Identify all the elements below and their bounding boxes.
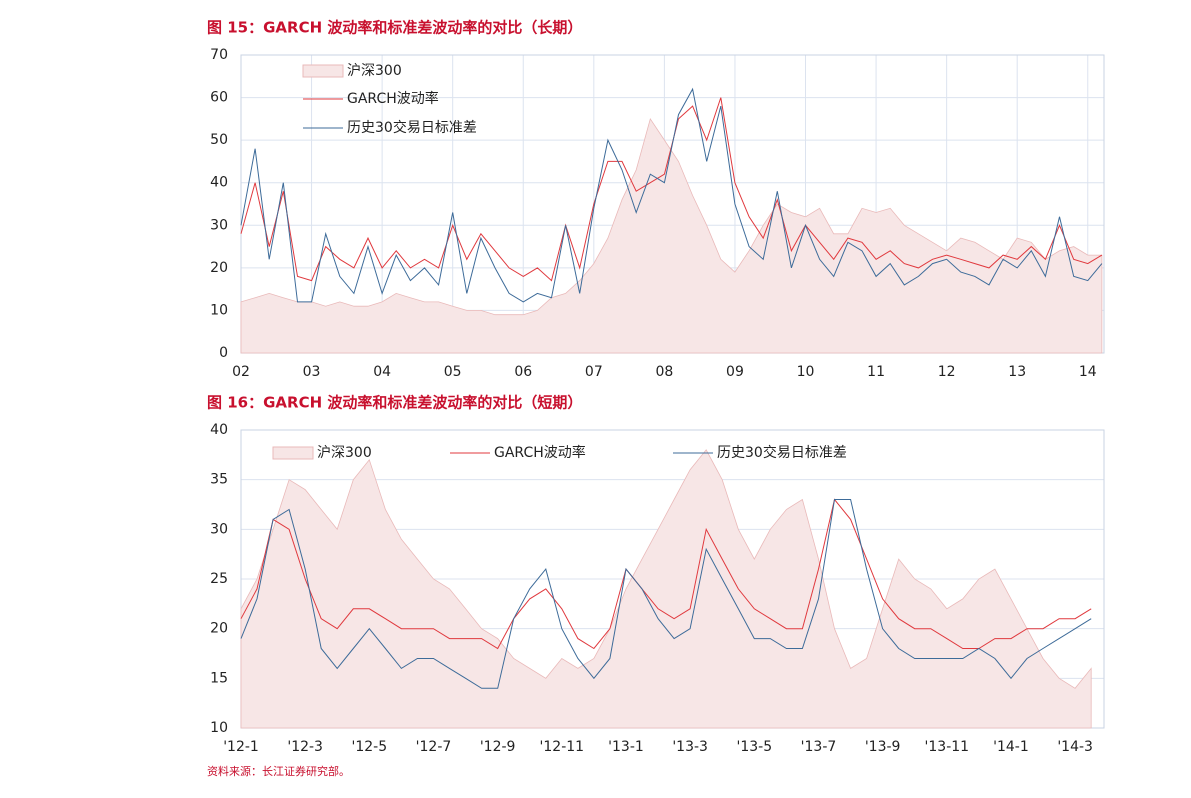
y-tick-label: 15 xyxy=(210,670,228,686)
legend-label: 历史30交易日标准差 xyxy=(347,119,477,136)
x-tick-label: '13-7 xyxy=(801,739,837,755)
x-tick-label: 12 xyxy=(938,364,956,380)
x-tick-label: 07 xyxy=(585,364,603,380)
y-tick-label: 30 xyxy=(210,217,228,233)
legend-label: 历史30交易日标准差 xyxy=(717,444,847,461)
legend-label: GARCH波动率 xyxy=(347,90,439,107)
legend-label: GARCH波动率 xyxy=(494,444,586,461)
x-tick-label: 08 xyxy=(655,364,673,380)
x-tick-label: 10 xyxy=(797,364,815,380)
area xyxy=(240,117,1103,354)
y-tick-label: 40 xyxy=(210,422,228,438)
y-tick-label: 20 xyxy=(210,621,228,637)
x-tick-label: '13-1 xyxy=(608,739,644,755)
line xyxy=(240,498,1092,650)
area xyxy=(240,449,1092,729)
x-tick-label: 14 xyxy=(1079,364,1097,380)
x-tick-label: '13-5 xyxy=(736,739,772,755)
source-note: 资料来源：长江证券研究部。 xyxy=(207,764,350,778)
line xyxy=(240,499,1092,689)
legend-label: 沪深300 xyxy=(317,445,372,461)
y-tick-label: 30 xyxy=(210,521,228,537)
x-tick-label: '13-11 xyxy=(925,739,970,755)
x-tick-label: 13 xyxy=(1008,364,1026,380)
y-tick-label: 10 xyxy=(210,720,228,736)
legend-label: 沪深300 xyxy=(347,63,402,79)
y-tick-label: 60 xyxy=(210,90,228,106)
x-tick-label: '13-9 xyxy=(865,739,901,755)
x-tick-label: 02 xyxy=(232,364,250,380)
x-tick-label: '14-1 xyxy=(993,739,1029,755)
y-tick-label: 35 xyxy=(210,472,228,488)
x-tick-label: 06 xyxy=(514,364,532,380)
x-tick-label: 09 xyxy=(726,364,744,380)
legend-swatch xyxy=(272,446,314,460)
line xyxy=(240,87,1103,303)
x-tick-label: '12-1 xyxy=(223,739,259,755)
x-tick-label: '12-9 xyxy=(480,739,516,755)
y-tick-label: 25 xyxy=(210,571,228,587)
y-tick-label: 50 xyxy=(210,132,228,148)
y-tick-label: 20 xyxy=(210,260,228,276)
x-tick-label: 05 xyxy=(444,364,462,380)
x-tick-label: '14-3 xyxy=(1057,739,1093,755)
y-tick-label: 40 xyxy=(210,175,228,191)
y-tick-label: 0 xyxy=(219,345,228,361)
x-tick-label: 03 xyxy=(303,364,321,380)
x-tick-label: '12-7 xyxy=(416,739,452,755)
x-tick-label: '12-11 xyxy=(540,739,585,755)
x-tick-label: '12-3 xyxy=(287,739,323,755)
y-tick-label: 70 xyxy=(210,47,228,63)
chart-title: 图 16：GARCH 波动率和标准差波动率的对比（短期） xyxy=(207,394,582,412)
x-tick-label: 11 xyxy=(867,364,885,380)
legend-swatch xyxy=(302,64,344,78)
y-tick-label: 10 xyxy=(210,302,228,318)
x-tick-label: 04 xyxy=(373,364,391,380)
x-tick-label: '13-3 xyxy=(672,739,708,755)
x-tick-label: '12-5 xyxy=(352,739,388,755)
chart-title: 图 15：GARCH 波动率和标准差波动率的对比（长期） xyxy=(207,19,582,37)
